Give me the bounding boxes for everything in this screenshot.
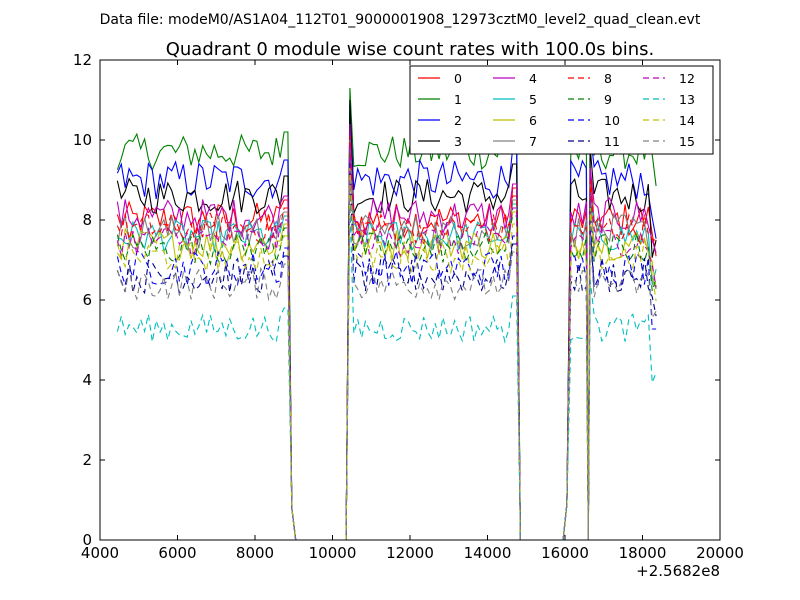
legend-label: 2 [454,113,462,128]
series-line-11 [116,171,657,540]
legend-entry: 4 [493,71,537,86]
x-tick-label: 16000 [541,544,589,562]
series-line-1 [116,87,657,540]
legend-entry: 1 [418,92,462,107]
legend-entry: 11 [568,134,620,149]
y-tick-label: 12 [73,51,92,69]
legend-entry: 15 [643,134,695,149]
series-line-6 [116,155,657,540]
legend-entry: 0 [418,71,462,86]
y-tick-label: 0 [82,531,92,549]
legend-label: 15 [679,134,695,149]
series-line-15 [116,179,657,540]
legend-label: 3 [454,134,462,149]
series-line-13 [116,203,657,540]
series-line-4 [116,123,657,540]
series-layer [116,87,657,540]
x-tick-label: 20000 [696,544,744,562]
legend-entry: 12 [643,71,695,86]
legend-entry: 8 [568,71,612,86]
chart-suptitle: Data file: modeM0/AS1A04_112T01_90000019… [100,12,701,28]
x-tick-label: 14000 [464,544,512,562]
legend-entry: 5 [493,92,537,107]
series-line-3 [116,99,657,540]
x-offset-label: +2.5682e8 [636,562,720,580]
series-line-14 [116,167,657,540]
legend-label: 13 [679,92,695,107]
legend-entry: 13 [643,92,695,107]
legend-label: 10 [604,113,620,128]
legend-box [409,65,714,155]
legend-label: 5 [529,92,537,107]
y-tick-label: 8 [82,211,92,229]
legend-label: 4 [529,71,537,86]
legend-entry: 2 [418,113,462,128]
legend-entry: 14 [643,113,695,128]
legend-label: 1 [454,92,462,107]
y-tick-label: 10 [73,131,92,149]
legend-label: 6 [529,113,537,128]
y-tick-label: 2 [82,451,92,469]
x-tick-label: 12000 [386,544,434,562]
plot-area: 4000 6000 8000 10000 12000 14000 16000 18000 200… [73,51,744,562]
y-tick-label: 4 [82,371,92,389]
x-tick-label: 6000 [158,544,196,562]
series-line-10 [116,159,657,540]
legend-label: 14 [679,113,695,128]
x-tick-label: 4000 [81,544,119,562]
y-tick-label: 6 [82,291,92,309]
chart-title: Quadrant 0 module wise count rates with … [166,39,655,60]
x-tick-label: 10000 [309,544,357,562]
legend-entry: 9 [568,92,612,107]
legend-label: 7 [529,134,537,149]
legend-label: 9 [604,92,612,107]
legend-entry: 3 [418,134,462,149]
legend-label: 8 [604,71,612,86]
tick-layer: 4000 6000 8000 10000 12000 14000 16000 18000 200… [73,51,744,562]
legend-entry: 7 [493,134,537,149]
legend-label: 12 [679,71,695,86]
x-tick-label: 18000 [619,544,667,562]
series-line-8 [116,135,657,540]
series-line-12 [116,143,657,540]
x-tick-label: 8000 [236,544,274,562]
series-line-2 [116,103,657,540]
legend-label: 11 [604,134,620,149]
legend-entry: 10 [568,113,620,128]
legend-entry: 6 [493,113,537,128]
legend-label: 0 [454,71,462,86]
